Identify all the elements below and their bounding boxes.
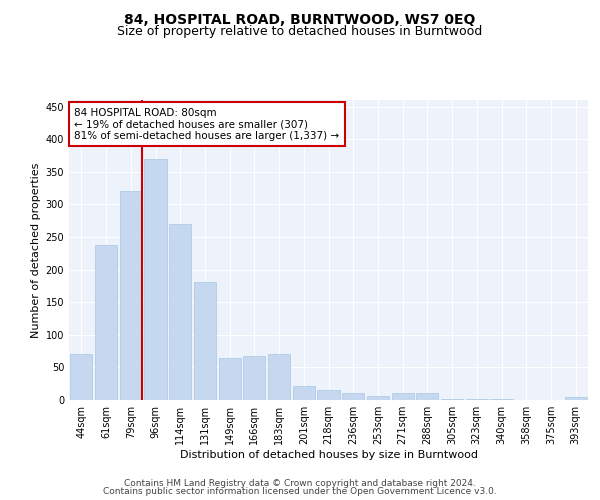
Bar: [293, 386, 315, 400]
Bar: [169, 224, 191, 400]
Text: Size of property relative to detached houses in Burntwood: Size of property relative to detached ho…: [118, 25, 482, 38]
Bar: [342, 393, 364, 400]
Bar: [95, 246, 117, 400]
Bar: [441, 398, 463, 400]
X-axis label: Distribution of detached houses by size in Burntwood: Distribution of detached houses by size …: [179, 450, 478, 460]
Bar: [565, 398, 587, 400]
Bar: [392, 394, 414, 400]
Text: Contains public sector information licensed under the Open Government Licence v3: Contains public sector information licen…: [103, 487, 497, 496]
Bar: [119, 192, 142, 400]
Bar: [268, 354, 290, 400]
Bar: [367, 396, 389, 400]
Bar: [416, 393, 439, 400]
Text: 84 HOSPITAL ROAD: 80sqm
← 19% of detached houses are smaller (307)
81% of semi-d: 84 HOSPITAL ROAD: 80sqm ← 19% of detache…: [74, 108, 340, 140]
Bar: [317, 390, 340, 400]
Bar: [218, 358, 241, 400]
Text: Contains HM Land Registry data © Crown copyright and database right 2024.: Contains HM Land Registry data © Crown c…: [124, 478, 476, 488]
Bar: [243, 356, 265, 400]
Bar: [194, 282, 216, 400]
Text: 84, HOSPITAL ROAD, BURNTWOOD, WS7 0EQ: 84, HOSPITAL ROAD, BURNTWOOD, WS7 0EQ: [124, 12, 476, 26]
Bar: [70, 354, 92, 400]
Y-axis label: Number of detached properties: Number of detached properties: [31, 162, 41, 338]
Bar: [145, 158, 167, 400]
